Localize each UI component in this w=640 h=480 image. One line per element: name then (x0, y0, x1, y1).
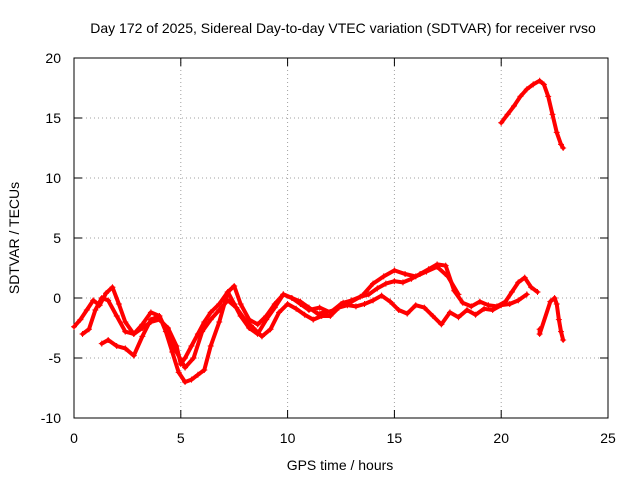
data-trace (131, 334, 145, 358)
data-trace (208, 320, 222, 348)
x-axis-label: GPS time / hours (287, 457, 394, 473)
data-trace (264, 302, 277, 318)
data-trace (140, 317, 153, 339)
chart-title: Day 172 of 2025, Sidereal Day-to-day VTE… (90, 20, 596, 36)
data-trace (234, 305, 247, 322)
data-trace (452, 288, 465, 305)
x-tick-label: 25 (600, 430, 616, 446)
data-trace (371, 274, 386, 286)
data-point (560, 145, 567, 151)
data-trace (516, 292, 529, 303)
data-trace (116, 302, 128, 324)
y-tick-label: 0 (53, 290, 61, 306)
data-trace (200, 317, 213, 334)
data-trace (191, 329, 205, 360)
y-tick-label: 15 (45, 110, 61, 126)
y-tick-label: -5 (49, 350, 62, 366)
data-trace (360, 281, 376, 298)
y-tick-label: 5 (53, 230, 61, 246)
data-trace (238, 302, 252, 322)
data-trace (550, 112, 559, 135)
data-trace (165, 326, 179, 348)
data-trace (541, 82, 551, 99)
data-trace (86, 308, 98, 332)
series-track-4 (498, 77, 567, 151)
data-points (71, 77, 567, 385)
data-trace (272, 292, 286, 306)
ticks (73, 57, 609, 419)
data-point (560, 337, 567, 343)
data-trace (183, 356, 196, 370)
data-trace (195, 320, 207, 336)
data-trace (183, 344, 194, 360)
data-trace (165, 332, 179, 354)
data-trace (110, 285, 121, 306)
x-tick-label: 0 (70, 430, 78, 446)
y-tick-label: 20 (45, 50, 61, 66)
data-trace (131, 322, 145, 336)
series-track-3 (79, 291, 530, 371)
series-track-5 (536, 295, 567, 343)
data-trace (381, 268, 397, 279)
data-trace (546, 94, 555, 117)
data-trace (268, 310, 282, 332)
data-trace (435, 264, 450, 279)
data-trace (529, 285, 540, 294)
data-trace (554, 130, 564, 147)
data-trace (208, 308, 222, 322)
data-trace (264, 305, 277, 322)
y-axis-label: SDTVAR / TECUs (6, 182, 22, 294)
data-trace (93, 296, 104, 312)
data-trace (189, 332, 200, 348)
data-trace (443, 263, 457, 293)
data-point (534, 289, 541, 295)
x-tick-label: 10 (280, 430, 296, 446)
data-trace (202, 344, 213, 372)
y-tick-label: 10 (45, 170, 61, 186)
data-trace (114, 314, 128, 334)
data-trace (170, 350, 181, 375)
data-trace (157, 314, 170, 336)
data-trace (232, 284, 243, 306)
y-tick-label: -10 (41, 410, 61, 426)
x-tick-label: 5 (177, 430, 185, 446)
x-tick-label: 15 (387, 430, 403, 446)
tick-labels: 0 5 10 15 20 25 -10 -5 0 5 10 15 20 (41, 50, 616, 446)
data-trace (537, 299, 553, 336)
data-point (523, 291, 530, 298)
data-trace (140, 310, 153, 327)
x-tick-label: 20 (493, 430, 509, 446)
data-trace (174, 350, 188, 370)
data-trace (217, 298, 230, 312)
data-trace (439, 310, 452, 327)
data-trace (106, 298, 119, 318)
